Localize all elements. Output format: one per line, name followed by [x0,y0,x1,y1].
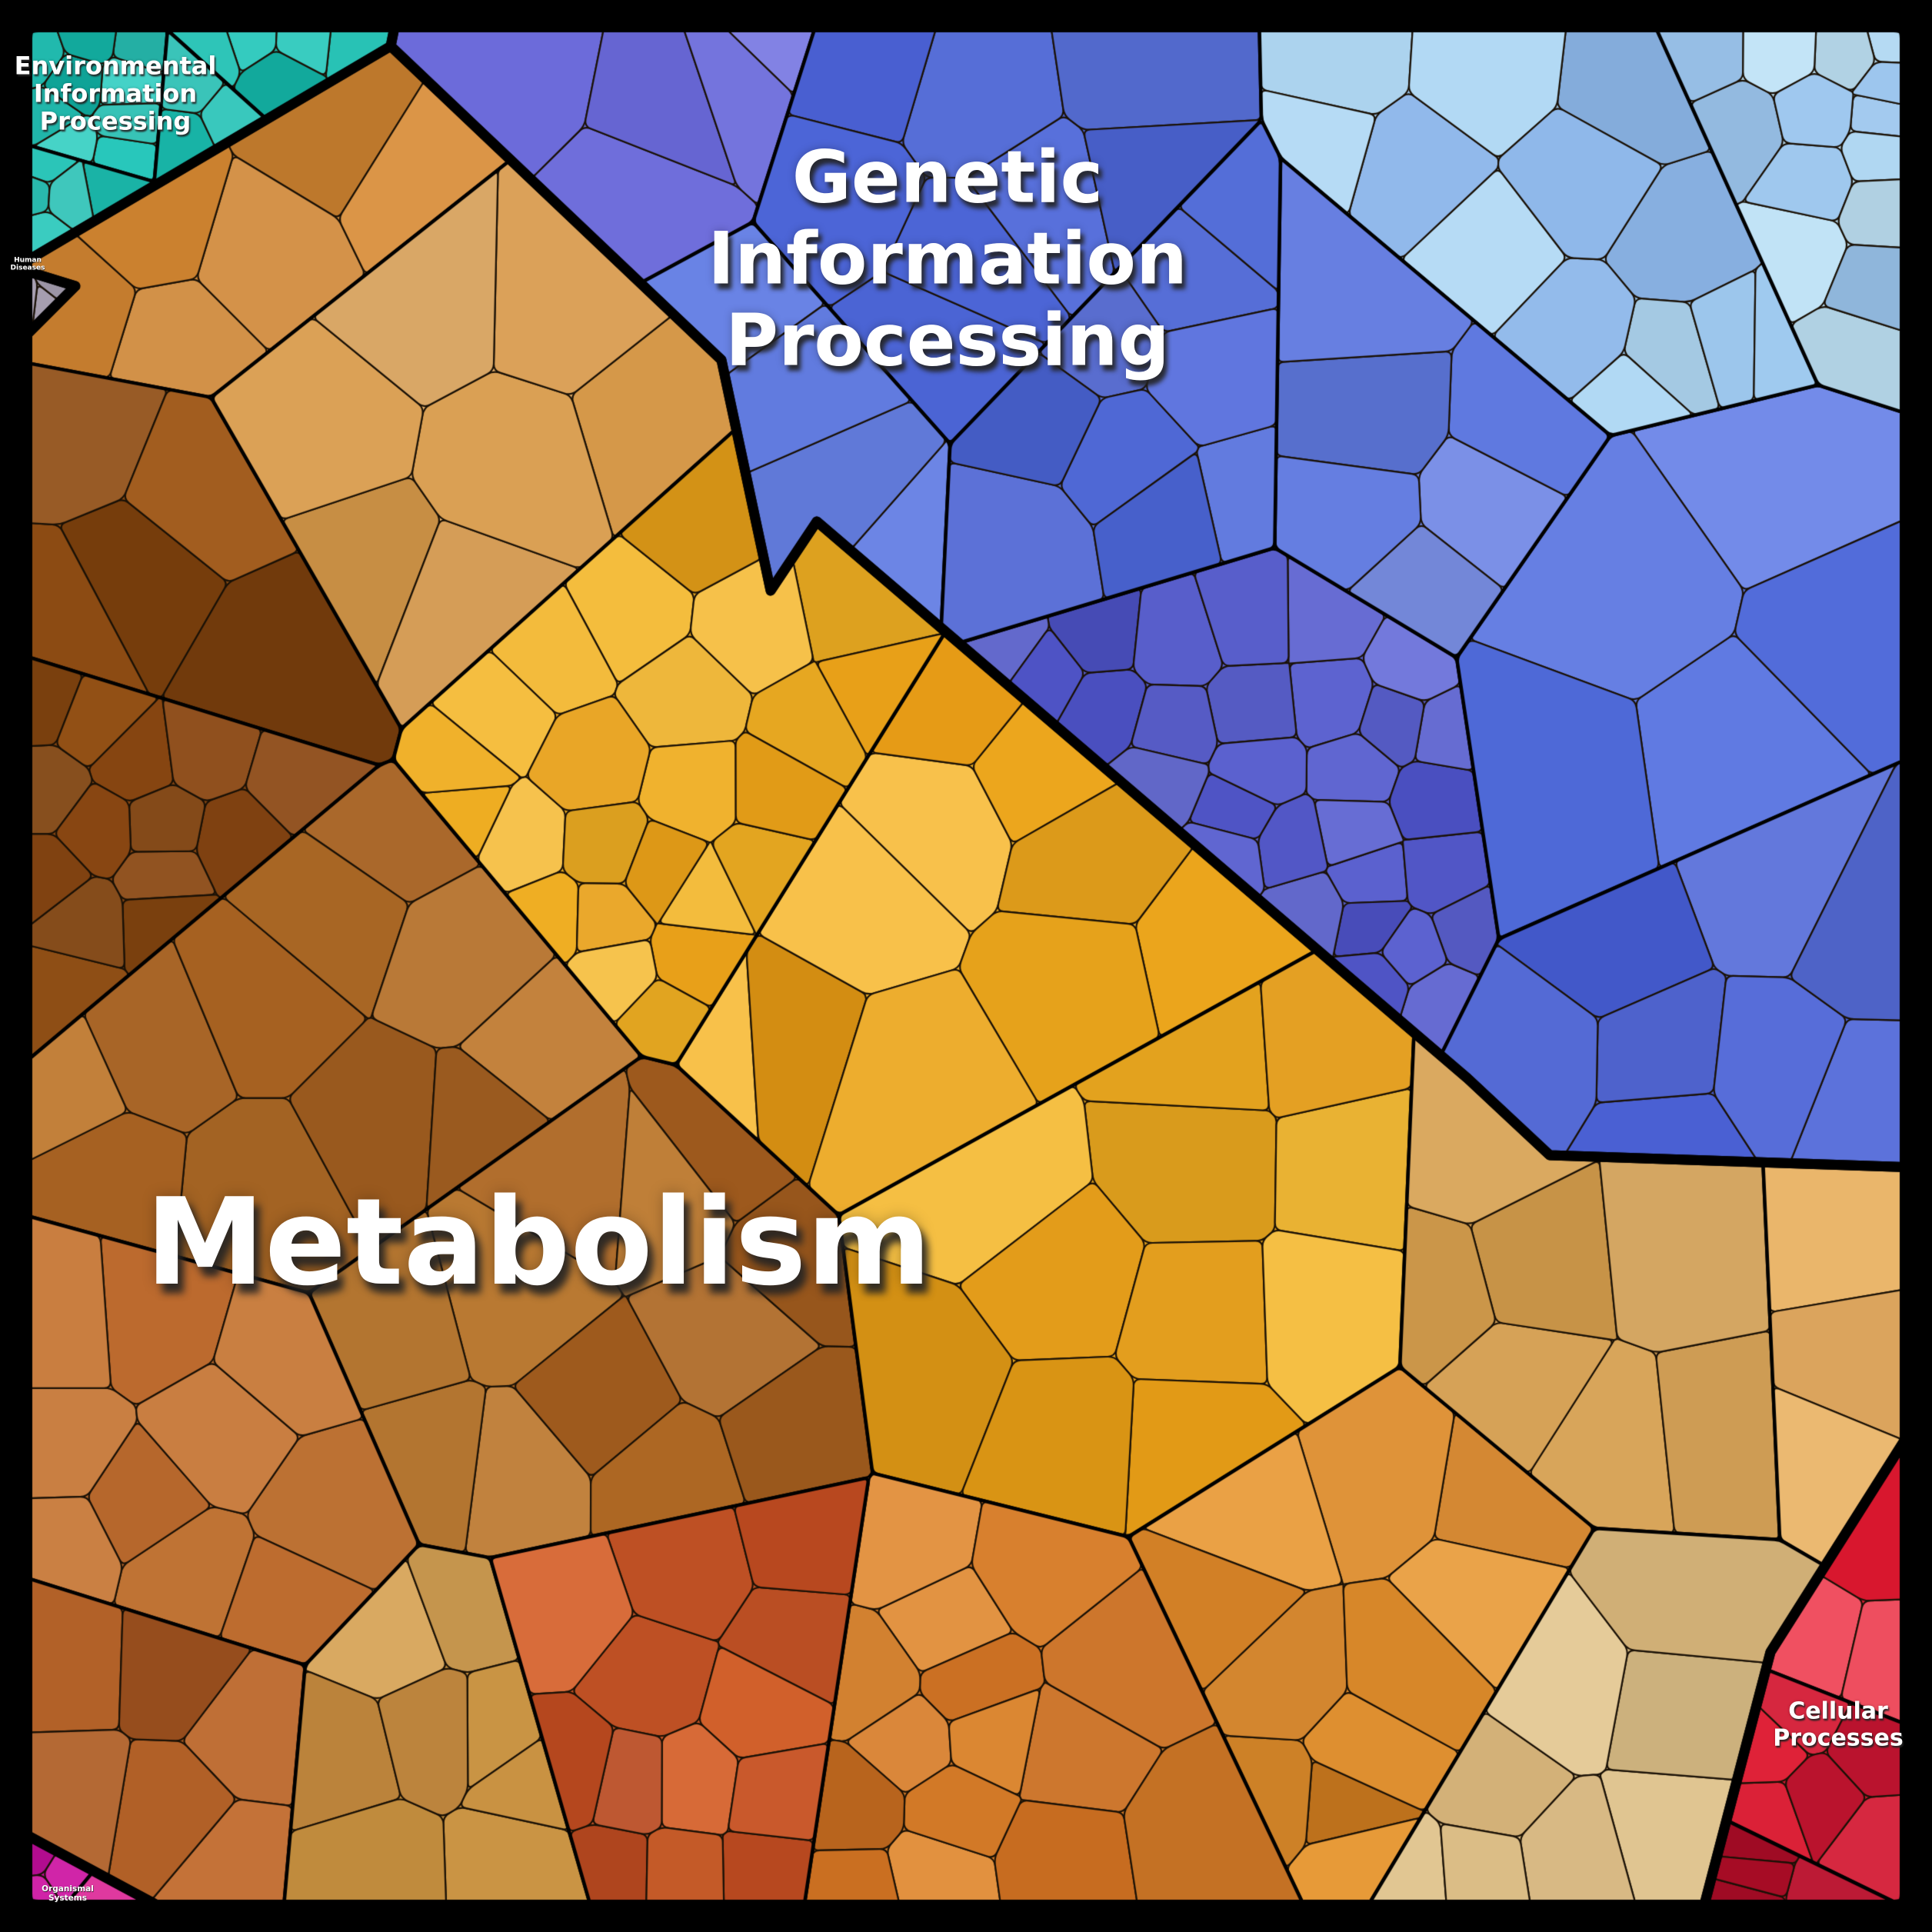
voronoi-treemap: Environmental Information Processing Hum… [0,0,1932,1932]
treemap-canvas [0,0,1932,1932]
